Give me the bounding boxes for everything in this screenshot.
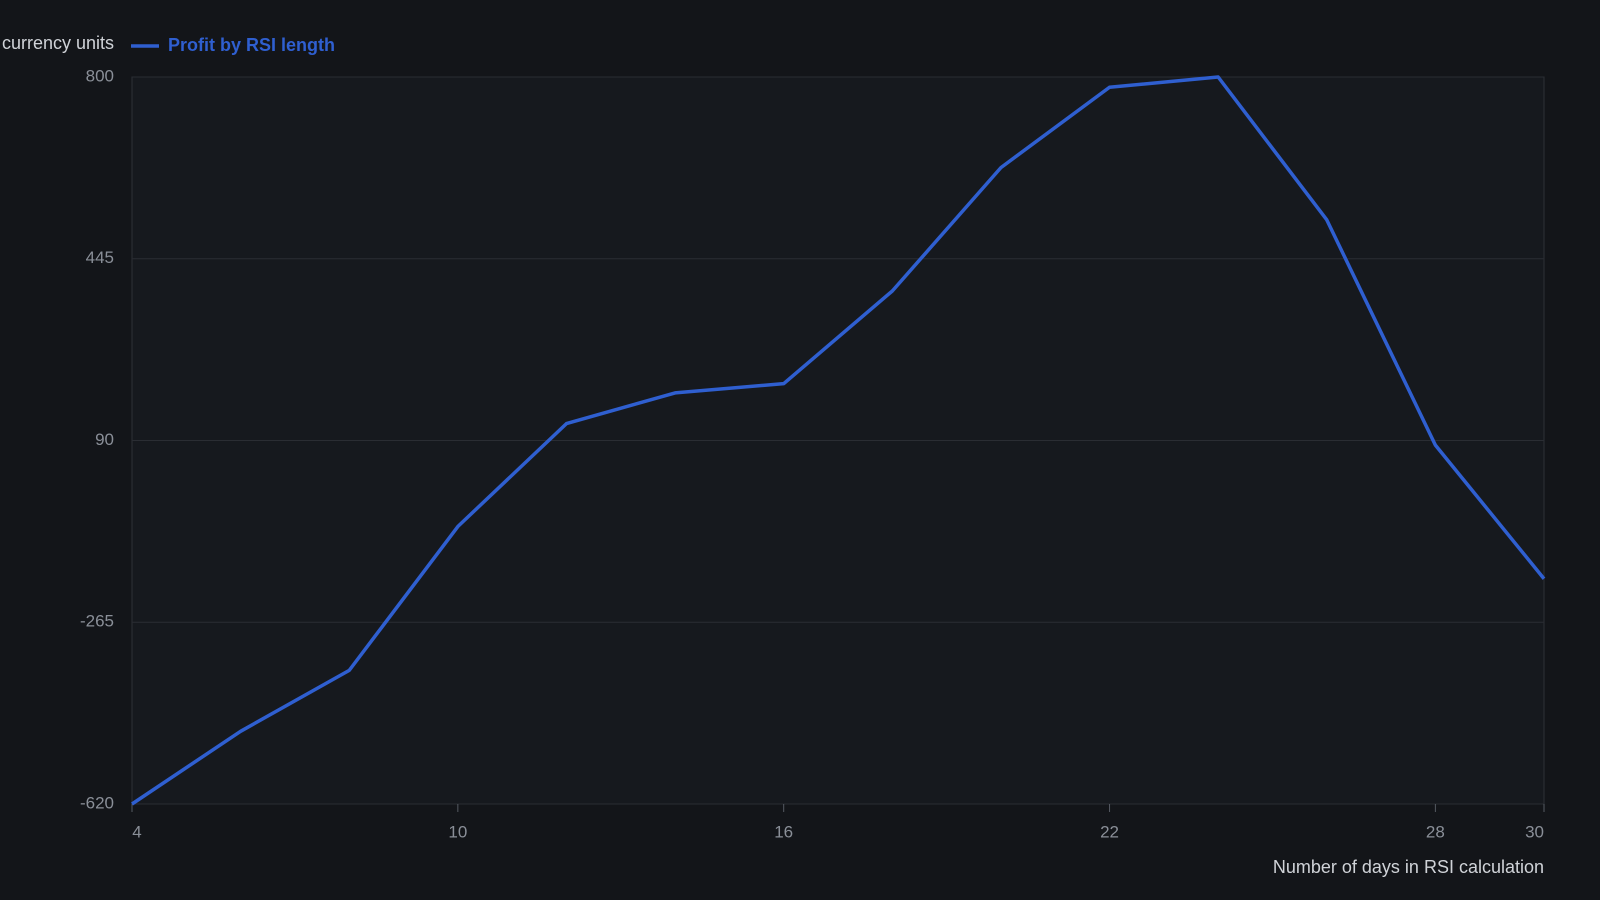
y-axis-label: currency units xyxy=(2,33,114,53)
x-tick-label: 28 xyxy=(1426,822,1445,841)
x-tick-label: 4 xyxy=(132,822,141,841)
x-axis-label: Number of days in RSI calculation xyxy=(1273,857,1544,877)
x-tick-label: 30 xyxy=(1525,822,1544,841)
y-tick-label: 90 xyxy=(95,430,114,449)
legend-label: Profit by RSI length xyxy=(168,35,335,55)
x-tick-label: 22 xyxy=(1100,822,1119,841)
y-tick-label: -265 xyxy=(80,612,114,631)
y-tick-label: 445 xyxy=(86,248,114,267)
y-tick-label: -620 xyxy=(80,793,114,812)
x-tick-label: 16 xyxy=(774,822,793,841)
series-line xyxy=(131,75,1546,806)
y-tick-label: 800 xyxy=(86,66,114,85)
x-tick-label: 10 xyxy=(448,822,467,841)
